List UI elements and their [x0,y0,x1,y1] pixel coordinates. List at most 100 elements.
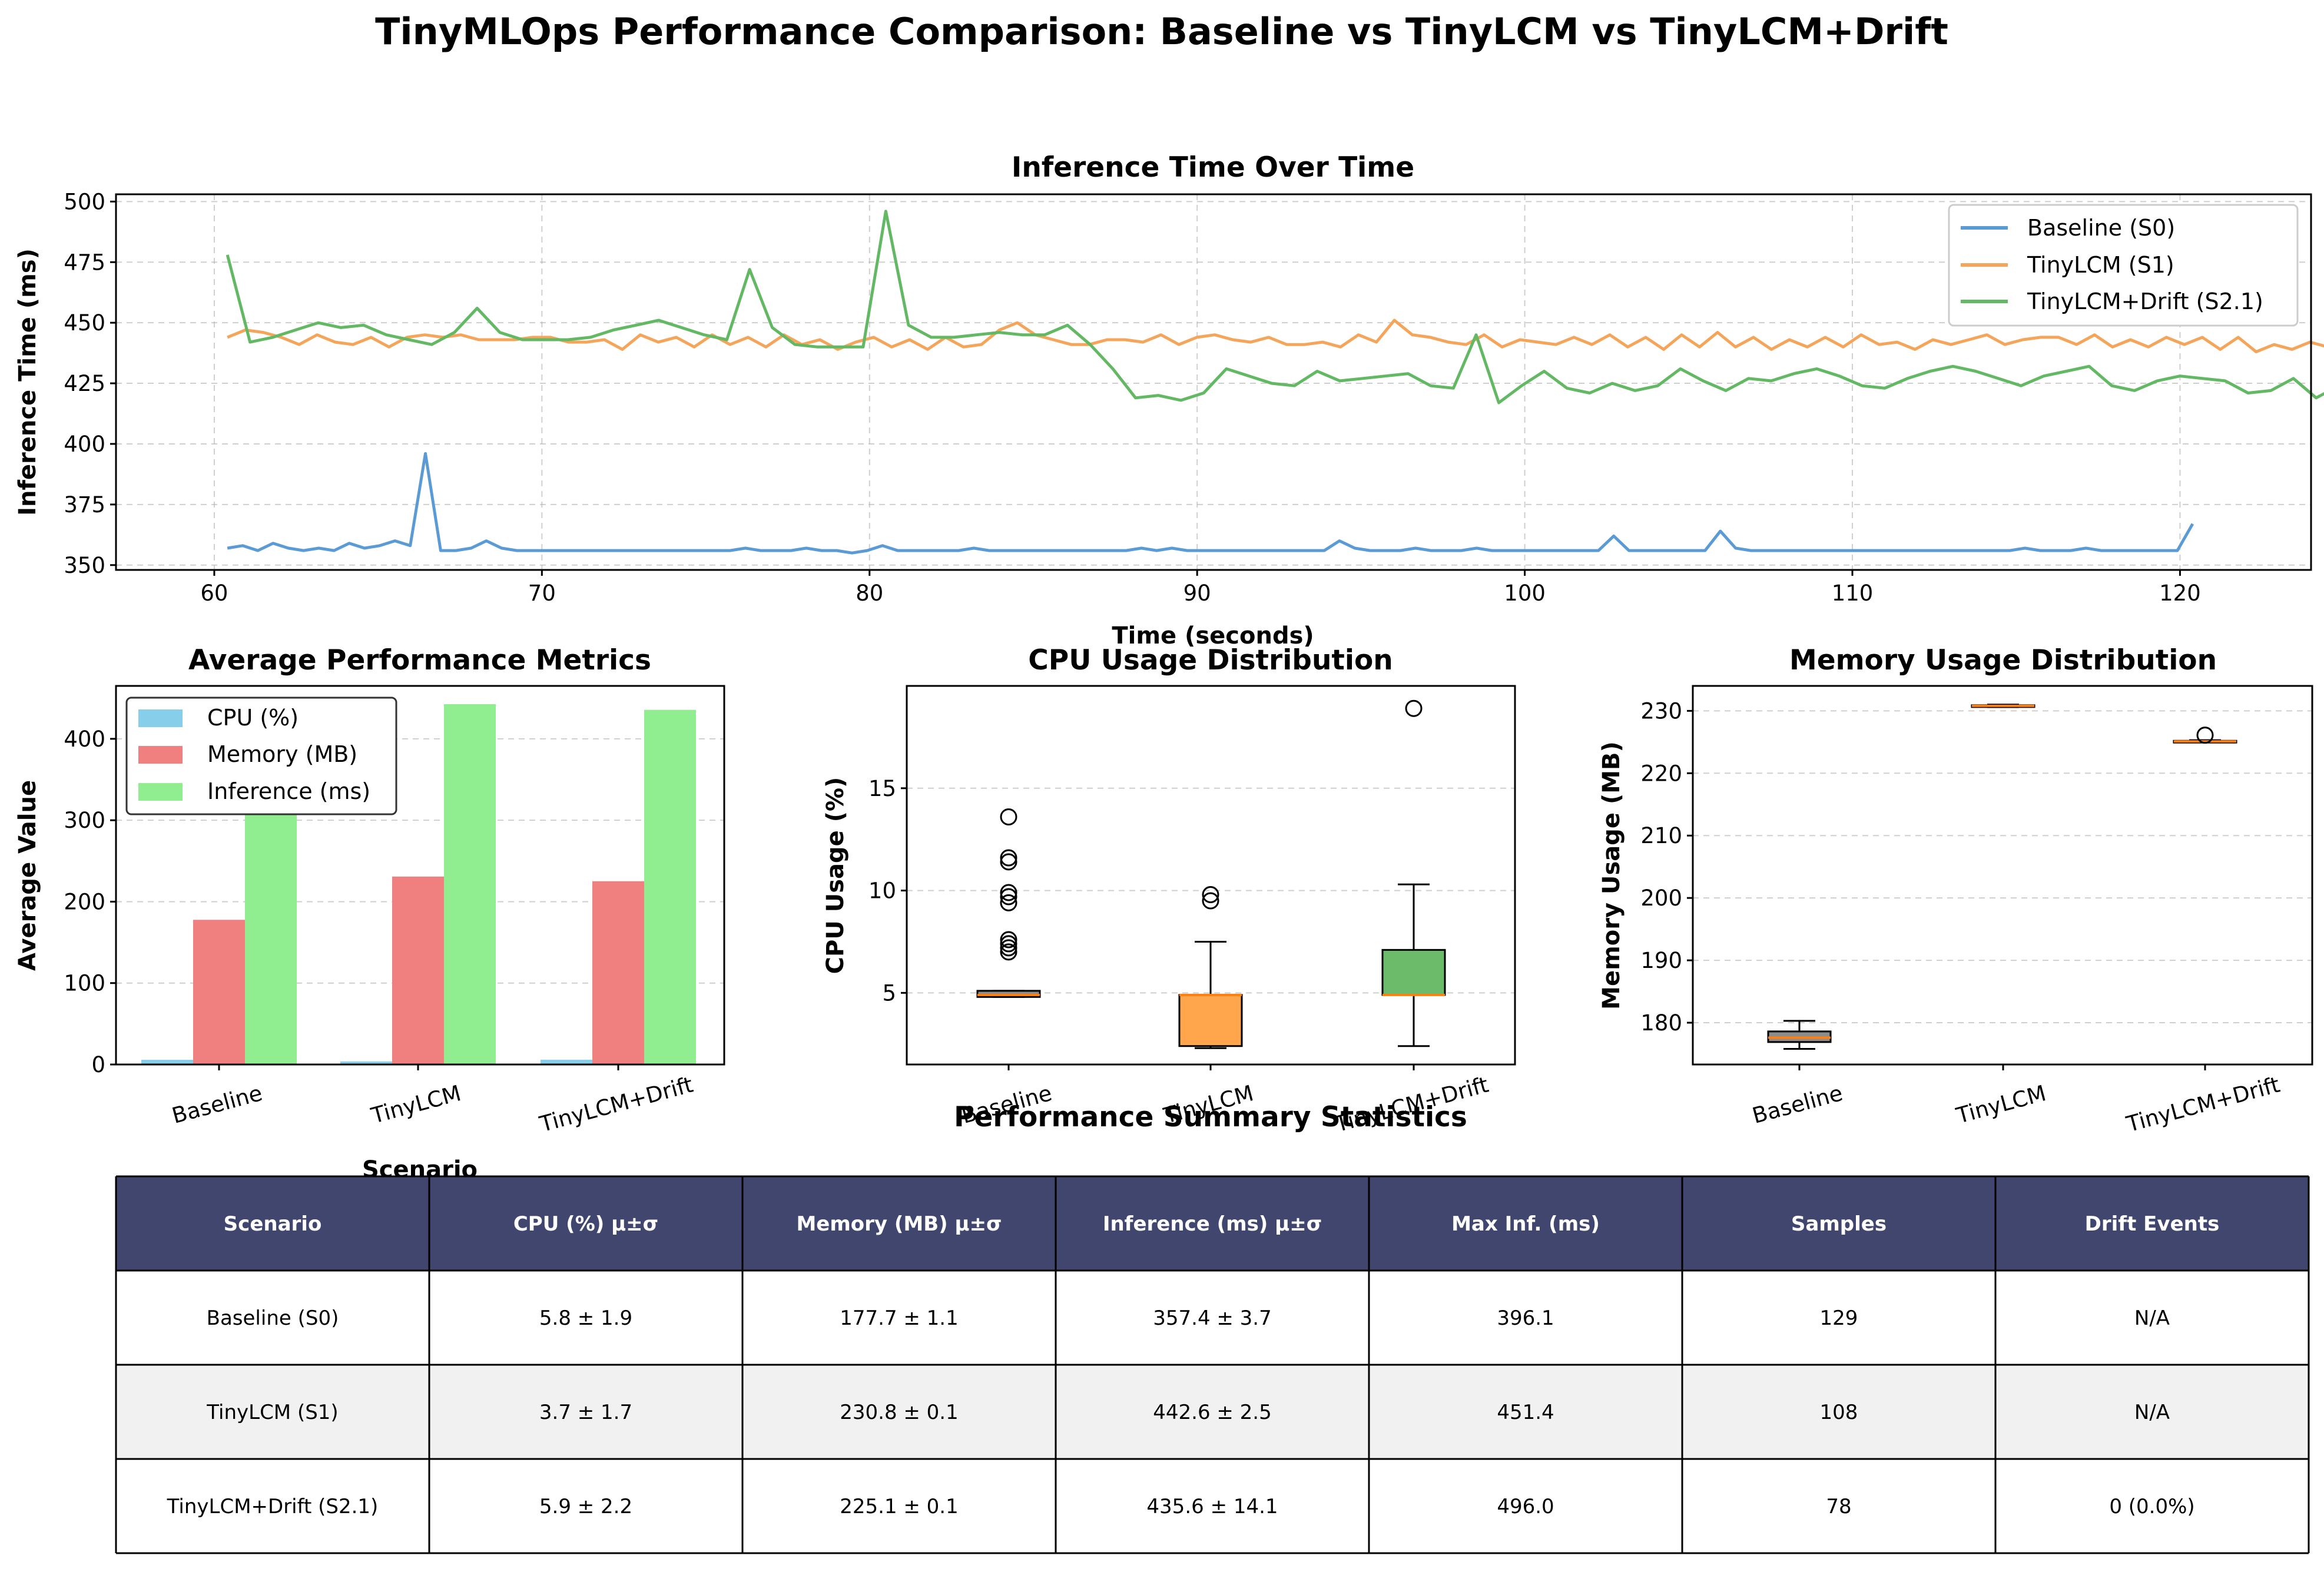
y-tick-label: 180 [1640,1010,1682,1036]
table-header-row [116,1176,2309,1271]
table-cell: 5.9 ± 2.2 [539,1495,632,1518]
x-tick-label: 80 [856,581,883,606]
y-tick-label: 10 [868,878,896,904]
table-cell: 3.7 ± 1.7 [539,1401,632,1424]
outlier-baseline [1000,888,1017,906]
bar-chart-title: Average Performance Metrics [188,644,651,676]
memory-chart-title: Memory Usage Distribution [1789,644,2217,676]
series-line-tinylcm-s1 [227,319,2324,353]
table-cell: 108 [1820,1401,1858,1424]
table-cell: 451.4 [1497,1401,1554,1424]
y-tick-label: 210 [1640,823,1682,848]
legend-swatch-cpu [138,709,183,727]
table-cell: N/A [2134,1306,2170,1330]
x-tick-label: 90 [1183,581,1211,606]
outlier-baseline [1000,939,1017,957]
bar-cpu-baseline [141,1059,193,1064]
line-chart-ylabel: Inference Time (ms) [14,248,41,516]
outlier-tinylcm-drift [2196,727,2214,744]
table-row [116,1365,2309,1459]
table-cell: 396.1 [1497,1306,1554,1330]
bar-inference-ms-tinylcm [444,704,496,1064]
outlier-baseline [1000,853,1017,871]
y-tick-label: 500 [64,189,105,214]
legend-label-inference: Inference (ms) [207,778,370,804]
y-tick-label: 425 [64,371,105,396]
table-header-cell: CPU (%) μ±σ [513,1212,658,1236]
bar-cpu-tinylcm-drift [541,1059,592,1064]
y-tick-label: 5 [882,980,896,1006]
legend-label-baseline: Baseline (S0) [2027,215,2175,241]
bar-chart-legend: CPU (%) Memory (MB) Inference (ms) [125,697,397,815]
cpu-chart-title: CPU Usage Distribution [1028,644,1393,676]
outlier-baseline [1000,849,1017,867]
summary-table: Performance Summary Statistics Scenario C… [115,1101,2310,1554]
table-cell: 5.8 ± 1.9 [539,1306,632,1330]
table-cell: 357.4 ± 3.7 [1153,1306,1272,1330]
outlier-tinylcm [1202,892,1219,910]
legend-label-drift: TinyLCM+Drift (S2.1) [2027,288,2263,314]
x-tick-label: 70 [528,581,556,606]
y-tick-label: 350 [64,553,105,578]
bar-inference-ms-baseline [245,773,297,1064]
table-cell: 129 [1820,1306,1858,1330]
x-tick-label: 60 [200,581,228,606]
y-tick-label: 450 [64,310,105,336]
table-cell: TinyLCM (S1) [206,1401,338,1424]
x-tick-label: 120 [2159,581,2201,606]
y-tick-label: 475 [64,250,105,275]
outlier-tinylcm-drift [1405,699,1423,717]
average-metrics-chart: Average Performance Metrics Baseline Tiny… [14,644,725,1183]
table-cell: 225.1 ± 0.1 [840,1495,959,1518]
y-tick-label: 220 [1640,761,1682,786]
box-tinylcm-drift [1381,948,1446,996]
table-cell: 230.8 ± 0.1 [840,1401,959,1424]
x-tick-label: 100 [1504,581,1546,606]
inference-time-chart: Inference Time Over Time 60 70 80 90 100 110 1… [14,151,2324,649]
line-chart-legend: Baseline (S0) TinyLCM (S1) TinyLCM+Drift… [1948,204,2299,327]
outlier-baseline [1000,931,1017,948]
table-header-cell: Memory (MB) μ±σ [796,1212,1002,1236]
table-cell: TinyLCM+Drift (S2.1) [167,1495,379,1518]
table-header-cell: Drift Events [2085,1212,2220,1236]
table-cell: 78 [1826,1495,1851,1518]
y-tick-label: 400 [64,727,105,752]
table-row [116,1271,2309,1365]
outlier-baseline [1000,935,1017,953]
y-tick-label: 100 [64,971,105,996]
bar-memory-mb-tinylcm-drift [592,881,644,1064]
table-header-cell: Samples [1791,1212,1887,1236]
line-chart-xlabel: Time (seconds) [1112,622,1314,649]
outlier-baseline [1000,943,1017,961]
cpu-chart-ylabel: CPU Usage (%) [822,777,849,974]
table-cell: 435.6 ± 14.1 [1146,1495,1278,1518]
y-tick-label: 375 [64,492,105,518]
y-tick-label: 300 [64,808,105,833]
y-tick-label: 230 [1640,698,1682,724]
bar-inference-ms-tinylcm-drift [644,709,696,1064]
x-tick-label: 110 [1832,581,1874,606]
table-cell: 177.7 ± 1.1 [840,1306,959,1330]
memory-chart-ylabel: Memory Usage (MB) [1598,741,1625,1010]
legend-swatch-inference [138,783,183,801]
table-cell: 442.6 ± 2.5 [1153,1401,1272,1424]
table-header-cell: Inference (ms) μ±σ [1103,1212,1322,1236]
outlier-baseline [1000,894,1017,911]
series-line-tinylcm-drift-s2-1 [226,210,2324,404]
table-header-cell: Scenario [224,1212,322,1236]
bar-memory-mb-baseline [193,920,245,1064]
legend-label-memory: Memory (MB) [207,741,357,767]
y-tick-label: 0 [91,1052,105,1077]
y-tick-label: 200 [64,889,105,914]
table-cell: N/A [2134,1401,2170,1424]
bar-chart-ylabel: Average Value [14,780,41,971]
series-line-baseline-s0 [227,452,2194,555]
table-header-cell: Max Inf. (ms) [1451,1212,1600,1236]
box-tinylcm [1178,994,1243,1047]
legend-label-cpu: CPU (%) [207,705,299,731]
table-cell: 0 (0.0%) [2109,1495,2194,1518]
outlier-baseline [1000,808,1017,825]
line-chart-title: Inference Time Over Time [1012,151,1414,184]
table-cell: Baseline (S0) [207,1306,339,1330]
